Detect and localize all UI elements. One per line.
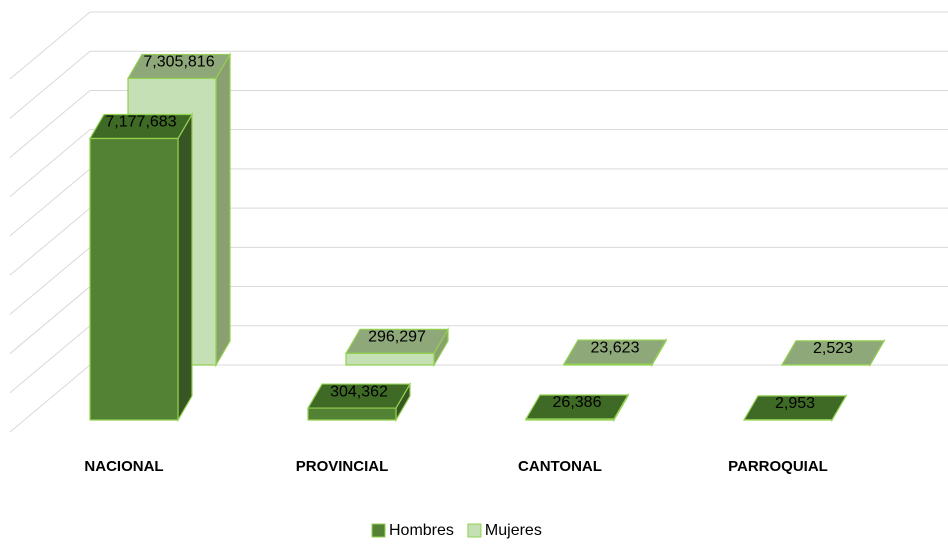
data-label: 23,623 (591, 339, 640, 356)
legend-swatch (467, 523, 482, 538)
bar (524, 392, 630, 423)
grid-line (9, 50, 948, 119)
x-tick-label: NACIONAL (84, 458, 163, 475)
bar-face (89, 137, 179, 421)
grid-line (9, 89, 948, 158)
data-label: 26,386 (553, 394, 602, 411)
bar-face (345, 352, 435, 366)
bar (306, 381, 412, 423)
bar (88, 112, 194, 423)
data-label: 2,953 (775, 395, 815, 412)
data-label: 7,177,683 (105, 114, 176, 131)
bar-face (177, 112, 193, 423)
legend-label: Hombres (389, 522, 454, 539)
data-label: 7,305,816 (143, 54, 214, 71)
bar-face (525, 418, 615, 421)
bar-face (563, 363, 653, 366)
bar (780, 338, 886, 368)
x-tick-label: CANTONAL (518, 458, 602, 475)
data-label: 2,523 (813, 340, 853, 357)
x-tick-label: PROVINCIAL (296, 458, 389, 475)
grid-line (9, 129, 948, 198)
grid-line (9, 11, 948, 80)
x-tick-label: PARROQUIAL (728, 458, 828, 475)
bar (344, 327, 450, 368)
data-label: 304,362 (330, 383, 388, 400)
bar-face (307, 407, 397, 421)
bar (562, 337, 668, 368)
bar (742, 393, 848, 423)
data-label: 296,297 (368, 329, 426, 346)
legend-label: Mujeres (485, 522, 542, 539)
legend-swatch (371, 523, 386, 538)
bar-face (215, 52, 231, 368)
